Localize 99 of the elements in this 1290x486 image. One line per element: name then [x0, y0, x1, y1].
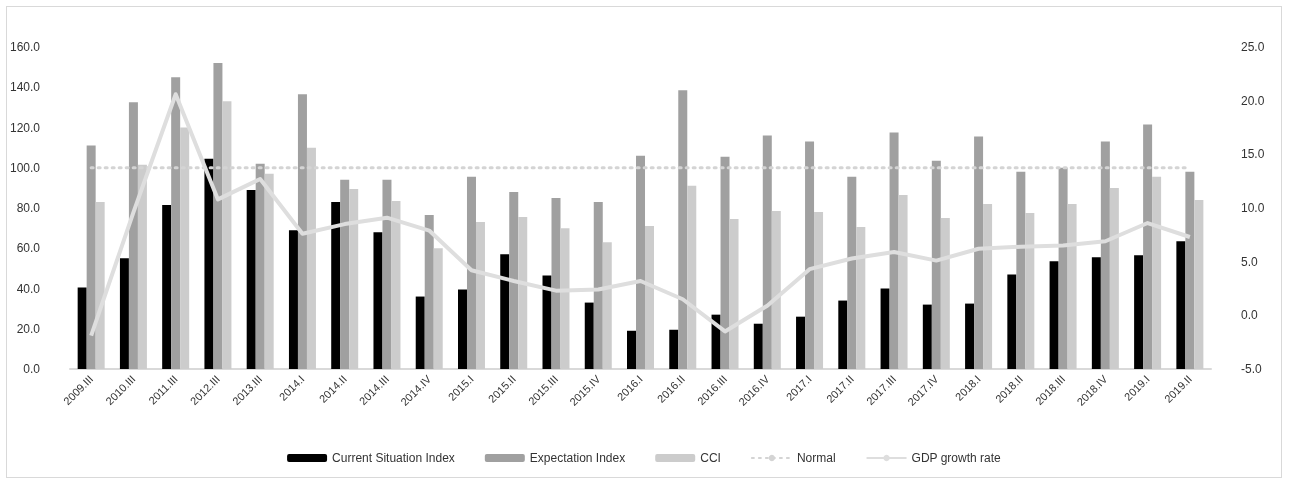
bar	[974, 136, 984, 369]
bar	[500, 254, 510, 369]
bar	[687, 185, 697, 369]
bar	[1007, 274, 1017, 369]
bar	[204, 158, 214, 369]
bar	[542, 275, 552, 369]
bar	[1025, 213, 1035, 369]
bar	[983, 203, 993, 369]
y2-tick-label: 20.0	[1241, 93, 1265, 108]
bar	[86, 145, 96, 369]
bar	[264, 173, 274, 369]
bar	[119, 258, 129, 369]
bar	[645, 226, 655, 369]
bar	[560, 228, 570, 369]
bar	[669, 329, 679, 369]
bar	[466, 176, 476, 369]
y2-tick-label: 0.0	[1241, 308, 1259, 323]
bar	[753, 323, 763, 369]
bar	[889, 132, 899, 369]
legend-label: GDP growth rate	[911, 451, 1002, 465]
y-tick-label: 140.0	[10, 80, 41, 95]
y2-tick-label: 5.0	[1241, 254, 1259, 269]
bar	[678, 90, 688, 369]
bar	[711, 314, 721, 369]
bar	[551, 197, 561, 369]
bar	[213, 63, 223, 369]
bar	[847, 176, 857, 369]
bar	[729, 219, 739, 369]
bar	[636, 155, 646, 369]
bar	[1100, 141, 1110, 369]
bar	[391, 200, 401, 369]
bar	[255, 163, 265, 369]
bar	[1049, 261, 1059, 369]
bar	[1109, 187, 1119, 369]
legend-label: CCI	[700, 451, 721, 465]
bar	[1185, 171, 1195, 369]
legend-label: Current Situation Index	[332, 451, 455, 465]
legend-label: Expectation Index	[529, 451, 626, 465]
y-tick-label: 0.0	[23, 362, 41, 376]
bar	[940, 218, 950, 369]
bar	[627, 330, 637, 369]
bar	[77, 287, 87, 369]
y-tick-label: 20.0	[16, 321, 41, 336]
y-tick-label: 100.0	[10, 160, 41, 175]
bar	[805, 141, 815, 369]
bar	[720, 156, 730, 369]
legend-label: Normal	[796, 451, 836, 465]
y2-tick-label: 10.0	[1241, 201, 1265, 215]
bar	[171, 77, 181, 369]
bar	[1058, 167, 1068, 369]
bar	[340, 179, 350, 369]
bar	[475, 222, 485, 369]
bar	[457, 289, 467, 369]
bar	[415, 296, 425, 369]
bar	[838, 300, 848, 369]
bar	[162, 204, 172, 369]
bar	[1016, 171, 1026, 369]
y2-tick-label: -5.0	[1241, 362, 1262, 376]
bar	[424, 215, 434, 369]
bar	[382, 179, 392, 369]
bar	[1143, 124, 1153, 369]
bar	[518, 217, 528, 369]
y-tick-label: 160.0	[10, 40, 41, 54]
y-tick-label: 80.0	[16, 201, 41, 215]
bar	[771, 211, 781, 369]
y-tick-label: 40.0	[16, 281, 41, 296]
bar	[349, 188, 359, 369]
bar	[602, 242, 612, 369]
bar	[796, 316, 806, 369]
bar	[246, 189, 256, 369]
bar	[1067, 203, 1077, 369]
bar	[433, 248, 443, 369]
bar	[880, 288, 890, 369]
bar	[931, 160, 941, 369]
bar	[856, 227, 866, 369]
bar	[922, 304, 932, 369]
bar	[762, 135, 772, 369]
bar	[898, 194, 908, 369]
bar	[509, 191, 519, 369]
bar	[965, 303, 975, 369]
bar	[1194, 199, 1204, 369]
bar	[1152, 176, 1162, 369]
bar	[95, 201, 105, 369]
bar	[584, 302, 594, 369]
bar	[373, 232, 383, 369]
bar	[1176, 241, 1186, 369]
y2-tick-label: 25.0	[1241, 40, 1265, 54]
bar	[288, 230, 298, 369]
bar	[814, 212, 824, 369]
y-tick-label: 60.0	[16, 241, 41, 256]
bar	[1134, 255, 1144, 369]
line-series	[89, 92, 1192, 338]
y-tick-label: 120.0	[10, 120, 41, 135]
bar	[331, 201, 341, 369]
bar	[1091, 257, 1101, 369]
y2-tick-label: 15.0	[1241, 147, 1265, 162]
bar	[128, 102, 138, 369]
bar	[297, 94, 307, 369]
bar	[593, 201, 603, 369]
